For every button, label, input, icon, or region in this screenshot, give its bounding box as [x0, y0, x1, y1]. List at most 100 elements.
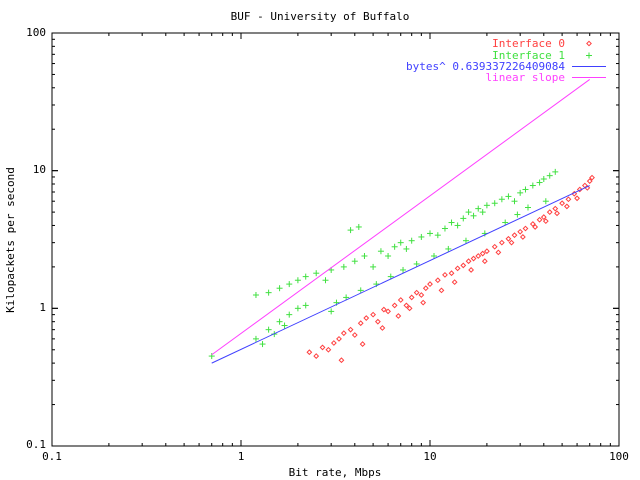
data-point	[395, 313, 402, 319]
data-point	[465, 209, 472, 216]
legend-label-interface-1: Interface 1	[492, 49, 565, 62]
data-point	[470, 212, 477, 219]
data-point	[406, 305, 413, 312]
data-point	[427, 230, 433, 237]
data-point	[265, 289, 272, 296]
tick-marks	[51, 32, 620, 447]
data-point	[427, 281, 433, 287]
data-point	[505, 193, 512, 200]
data-point	[357, 320, 364, 327]
data-point	[529, 182, 536, 189]
data-point	[542, 218, 549, 225]
data-point	[532, 224, 539, 230]
data-point	[546, 209, 553, 216]
y-tick-label-3: 100	[26, 26, 46, 39]
data-point	[508, 239, 515, 246]
data-point	[302, 302, 309, 309]
data-point	[328, 308, 335, 315]
plot-border	[51, 32, 620, 447]
data-point	[522, 225, 529, 232]
data-point	[397, 297, 404, 303]
data-point	[475, 205, 482, 212]
data-point	[379, 325, 386, 331]
data-point	[511, 232, 518, 239]
y-tick-label-0: 0.1	[26, 438, 46, 451]
data-point	[431, 252, 438, 259]
data-point	[434, 277, 441, 284]
x-tick-label-1: 1	[238, 450, 245, 463]
data-point	[460, 262, 467, 269]
data-point	[313, 353, 320, 359]
data-point	[454, 265, 461, 272]
data-point	[483, 202, 490, 209]
data-point	[540, 214, 547, 221]
data-point	[479, 250, 486, 257]
x-axis-label: Bit rate, Mbps	[289, 466, 382, 479]
data-point	[495, 249, 502, 256]
data-point	[397, 239, 404, 246]
data-point	[498, 196, 505, 203]
data-point	[338, 357, 345, 364]
data-point	[442, 271, 448, 278]
data-point	[413, 289, 420, 296]
data-point	[542, 198, 549, 205]
data-point	[514, 211, 521, 218]
data-point	[529, 221, 536, 227]
data-point	[276, 318, 283, 325]
series-0	[306, 174, 595, 364]
data-point	[355, 223, 362, 230]
data-point	[408, 294, 415, 301]
data-point	[252, 291, 259, 298]
data-point	[400, 266, 407, 273]
data-point	[347, 227, 354, 234]
x-tick-label-3: 100	[609, 450, 629, 463]
data-point	[313, 270, 320, 277]
data-point	[351, 332, 358, 338]
data-point	[322, 277, 329, 284]
data-point	[441, 225, 448, 232]
data-point	[281, 322, 288, 329]
data-point	[586, 178, 593, 184]
data-point	[418, 292, 425, 298]
data-point	[448, 219, 455, 226]
data-point	[403, 302, 410, 309]
data-point	[408, 237, 415, 244]
data-point	[377, 248, 384, 255]
data-point	[336, 335, 342, 342]
data-point	[330, 340, 337, 346]
series-line	[211, 185, 590, 364]
data-point	[438, 287, 445, 294]
plot-frame	[51, 32, 620, 447]
data-point	[460, 215, 467, 222]
data-point	[565, 196, 572, 203]
data-point	[403, 245, 410, 252]
data-point	[559, 200, 566, 207]
data-point	[483, 248, 490, 255]
data-point	[454, 222, 461, 229]
data-point	[294, 277, 301, 284]
data-point	[385, 252, 392, 259]
data-point	[470, 255, 477, 262]
data-point	[391, 302, 398, 309]
data-point	[259, 341, 266, 348]
data-point	[391, 243, 398, 250]
data-point	[286, 281, 293, 288]
data-point	[502, 219, 509, 226]
y-tick-label-2: 10	[33, 163, 46, 176]
data-point	[418, 233, 425, 240]
series-line	[211, 79, 591, 356]
data-point	[340, 330, 347, 337]
data-point	[340, 263, 347, 270]
data-point	[536, 216, 543, 223]
data-point	[475, 253, 482, 259]
data-point	[380, 306, 387, 313]
legend-label-interface-0: Interface 0	[492, 37, 565, 50]
data-point	[325, 346, 332, 353]
series-layer	[208, 79, 595, 364]
data-point	[385, 308, 391, 315]
legend-sample-marker	[586, 40, 592, 47]
data-point	[361, 252, 368, 259]
data-point	[422, 285, 429, 292]
data-point	[370, 263, 377, 270]
